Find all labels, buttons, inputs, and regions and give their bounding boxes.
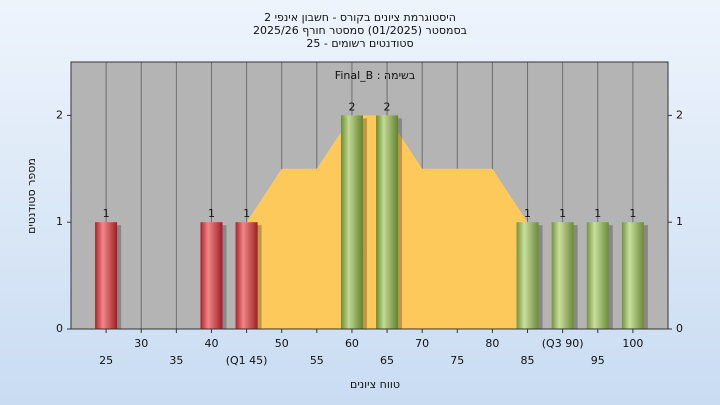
x-tick-label: 50: [275, 337, 289, 350]
x-tick-label: 25: [99, 354, 113, 367]
y-axis-label: מספר סטודנטים: [25, 158, 38, 234]
y-tick-label: 2: [56, 108, 63, 121]
x-tick-label: 70: [415, 337, 429, 350]
y-tick-label: 1: [676, 215, 683, 228]
y-tick-label: 0: [56, 322, 63, 335]
value-label: 1: [594, 207, 601, 220]
value-label: 1: [243, 207, 250, 220]
plot-frame: [70, 61, 669, 330]
x-tick-label: 75: [450, 354, 464, 367]
y-tick-label: 2: [676, 108, 683, 121]
x-tick-label: 65: [380, 354, 394, 367]
bar: [235, 222, 258, 329]
value-label: 2: [348, 100, 355, 113]
x-tick-label: 55: [310, 354, 324, 367]
bar: [340, 115, 363, 330]
bar: [551, 222, 574, 329]
value-label: 1: [208, 207, 215, 220]
bar: [516, 222, 539, 329]
title-line: סטודנטים רשומים - 25: [306, 37, 413, 50]
bar: [586, 222, 609, 329]
x-tick-label: 30: [134, 337, 148, 350]
y-tick-label: 0: [676, 322, 683, 335]
value-label: 2: [384, 100, 391, 113]
bar: [200, 222, 223, 329]
x-tick-label: 100: [622, 337, 643, 350]
title-line: היסטוגרמת ציונים בקורס - חשבון אינפי 2: [264, 11, 456, 24]
bar: [376, 115, 399, 330]
annotation: Final_B : בשימה: [335, 69, 415, 82]
value-label: 1: [629, 207, 636, 220]
x-tick-label: 35: [169, 354, 183, 367]
value-label: 1: [559, 207, 566, 220]
x-tick-label: (Q1 45): [226, 354, 268, 367]
title-line: בסמסטר (01/2025) סמסטר חורף 2025/26: [253, 24, 467, 37]
y-tick-label: 1: [56, 215, 63, 228]
x-tick-label: 60: [345, 337, 359, 350]
x-tick-label: 95: [591, 354, 605, 367]
x-tick-label: 80: [485, 337, 499, 350]
x-tick-label: (Q3 90): [542, 337, 584, 350]
bar: [621, 222, 644, 329]
x-tick-label: 40: [204, 337, 218, 350]
x-axis-label: טווח ציונים: [350, 378, 400, 391]
x-tick-label: 85: [521, 354, 535, 367]
value-label: 1: [524, 207, 531, 220]
value-label: 1: [103, 207, 110, 220]
bar: [95, 222, 118, 329]
